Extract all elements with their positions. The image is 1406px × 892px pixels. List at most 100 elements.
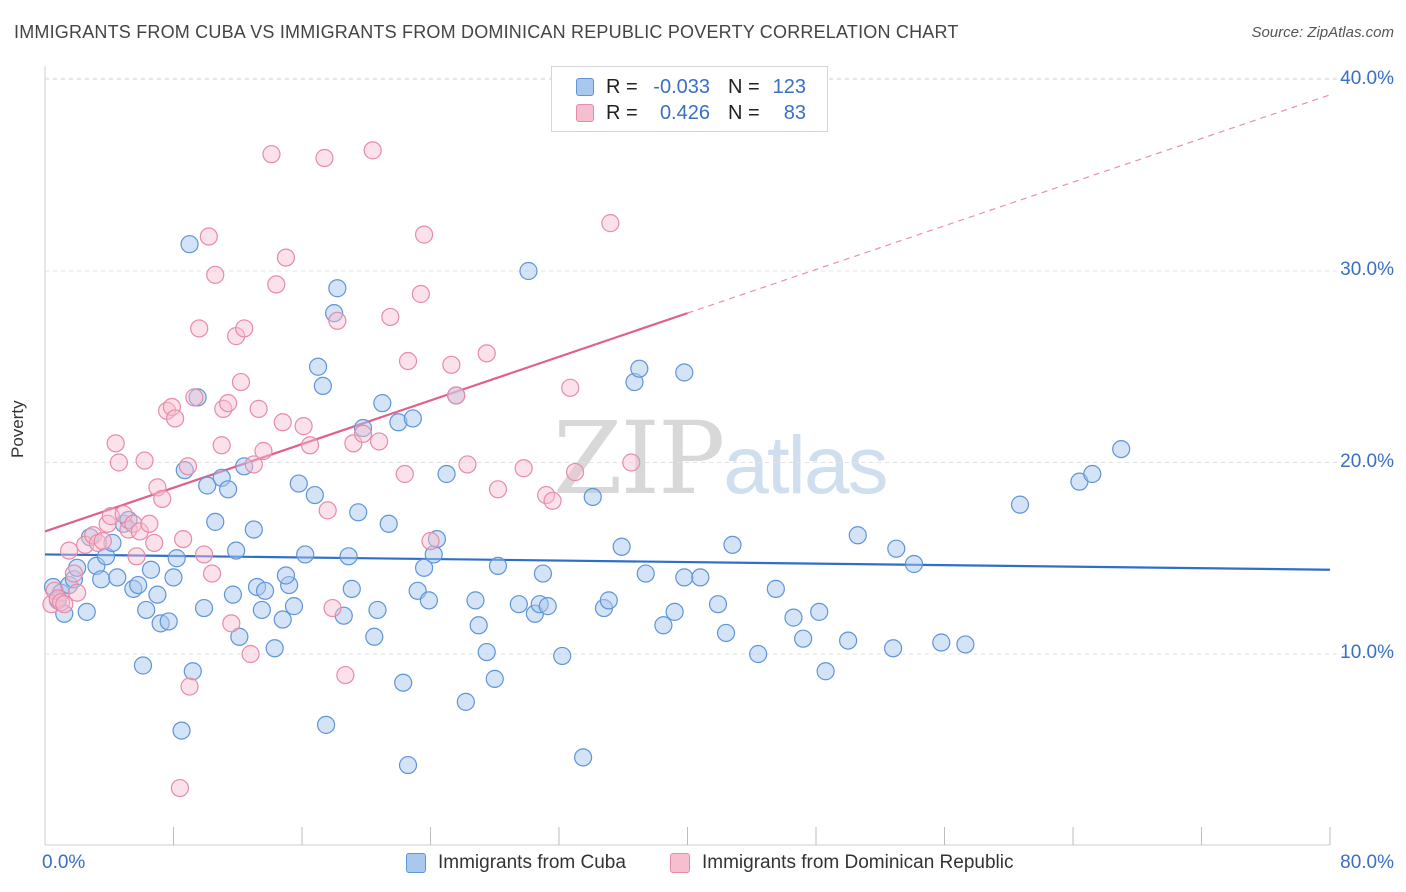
point-cuba <box>883 639 903 658</box>
point-cuba <box>654 616 673 635</box>
point-dom <box>231 372 251 392</box>
series-legend: Immigrants from Cuba Immigrants from Dom… <box>0 850 1406 880</box>
point-cuba <box>675 363 694 382</box>
y-tick-label: 30.0% <box>1340 259 1394 280</box>
point-cuba <box>904 554 924 574</box>
points-dom <box>42 141 641 798</box>
point-cuba <box>349 503 368 522</box>
point-cuba <box>198 476 217 495</box>
point-dom <box>64 564 84 583</box>
point-cuba <box>583 487 602 507</box>
point-dom <box>543 491 562 510</box>
point-dom <box>514 459 533 478</box>
point-dom <box>294 417 313 436</box>
point-dom <box>447 386 466 405</box>
legend-swatch-cuba <box>406 853 426 873</box>
point-cuba <box>427 529 447 549</box>
point-cuba <box>437 464 456 484</box>
point-cuba <box>394 673 413 692</box>
point-cuba <box>316 715 336 734</box>
point-cuba <box>488 556 508 576</box>
r-label: R = <box>606 101 638 124</box>
point-cuba <box>794 629 813 648</box>
y-axis-title: Poverty <box>8 400 27 458</box>
stats-row-dom: R = 0.426 N = 83 <box>576 101 806 125</box>
point-dom <box>206 265 225 284</box>
point-cuba <box>342 579 361 598</box>
point-dom <box>170 778 190 798</box>
r-label: R = <box>606 75 638 98</box>
point-cuba <box>403 409 422 428</box>
dom-r-value: 0.426 <box>659 101 710 124</box>
point-cuba <box>691 568 710 587</box>
point-cuba <box>148 585 167 604</box>
point-cuba <box>1112 439 1131 459</box>
legend-swatch-dom <box>670 853 690 873</box>
point-dom <box>190 319 209 338</box>
point-cuba <box>284 597 304 616</box>
point-cuba <box>636 564 655 583</box>
point-cuba <box>230 627 249 646</box>
point-cuba <box>244 520 263 539</box>
point-dom <box>381 307 400 327</box>
point-cuba <box>167 549 186 568</box>
point-dom <box>222 614 241 633</box>
point-dom <box>353 424 373 443</box>
point-dom <box>202 564 222 583</box>
trend-line-cuba <box>44 553 1331 571</box>
point-dom <box>174 529 193 549</box>
x-tick-label-max: 80.0% <box>1340 852 1394 873</box>
point-cuba <box>276 566 296 585</box>
point-cuba <box>784 608 803 627</box>
chart-source: Source: ZipAtlas.com <box>1251 24 1394 41</box>
point-cuba <box>1010 495 1030 514</box>
point-dom <box>370 432 389 451</box>
legend-item-cuba[interactable]: Immigrants from Cuba <box>406 852 626 874</box>
point-cuba <box>675 568 694 587</box>
watermark-atlas: atlas <box>723 420 888 511</box>
point-dom <box>199 227 218 246</box>
point-cuba <box>55 604 74 623</box>
point-cuba <box>194 598 214 618</box>
point-cuba <box>1083 464 1102 484</box>
point-cuba <box>485 669 504 688</box>
point-dom <box>414 225 434 244</box>
point-dom <box>395 464 414 484</box>
point-dom <box>344 434 363 453</box>
point-cuba <box>164 568 183 587</box>
point-cuba <box>305 485 324 505</box>
point-dom <box>273 413 292 432</box>
point-dom <box>51 593 71 612</box>
point-dom <box>153 489 172 508</box>
point-cuba <box>92 570 111 589</box>
point-dom <box>148 478 167 497</box>
point-dom <box>336 665 355 685</box>
legend-item-dom[interactable]: Immigrants from Dominican Republic <box>670 852 1014 874</box>
axes <box>44 66 1331 846</box>
point-cuba <box>477 642 496 662</box>
point-cuba <box>839 631 858 650</box>
n-label: N = <box>728 75 760 98</box>
y-tick-label: 40.0% <box>1340 67 1394 89</box>
point-cuba <box>469 616 488 635</box>
point-cuba <box>353 418 373 438</box>
point-cuba <box>573 748 593 767</box>
point-cuba <box>77 602 96 621</box>
stats-row-cuba: R = -0.033 N = 123 <box>576 75 806 99</box>
point-cuba <box>183 662 202 681</box>
point-cuba <box>273 610 292 629</box>
chart-title: IMMIGRANTS FROM CUBA VS IMMIGRANTS FROM … <box>14 22 959 42</box>
legend-label-dom: Immigrants from Dominican Republic <box>702 852 1014 873</box>
point-dom <box>130 522 149 541</box>
point-cuba <box>398 755 418 775</box>
point-cuba <box>159 612 178 631</box>
point-dom <box>561 378 580 397</box>
stats-legend: R = -0.033 N = 123 R = 0.426 N = 83 <box>551 66 828 132</box>
point-dom <box>421 531 440 551</box>
point-cuba <box>227 541 246 560</box>
point-dom <box>106 434 125 453</box>
point-cuba <box>466 591 485 610</box>
point-cuba <box>630 359 649 378</box>
point-dom <box>262 145 281 164</box>
